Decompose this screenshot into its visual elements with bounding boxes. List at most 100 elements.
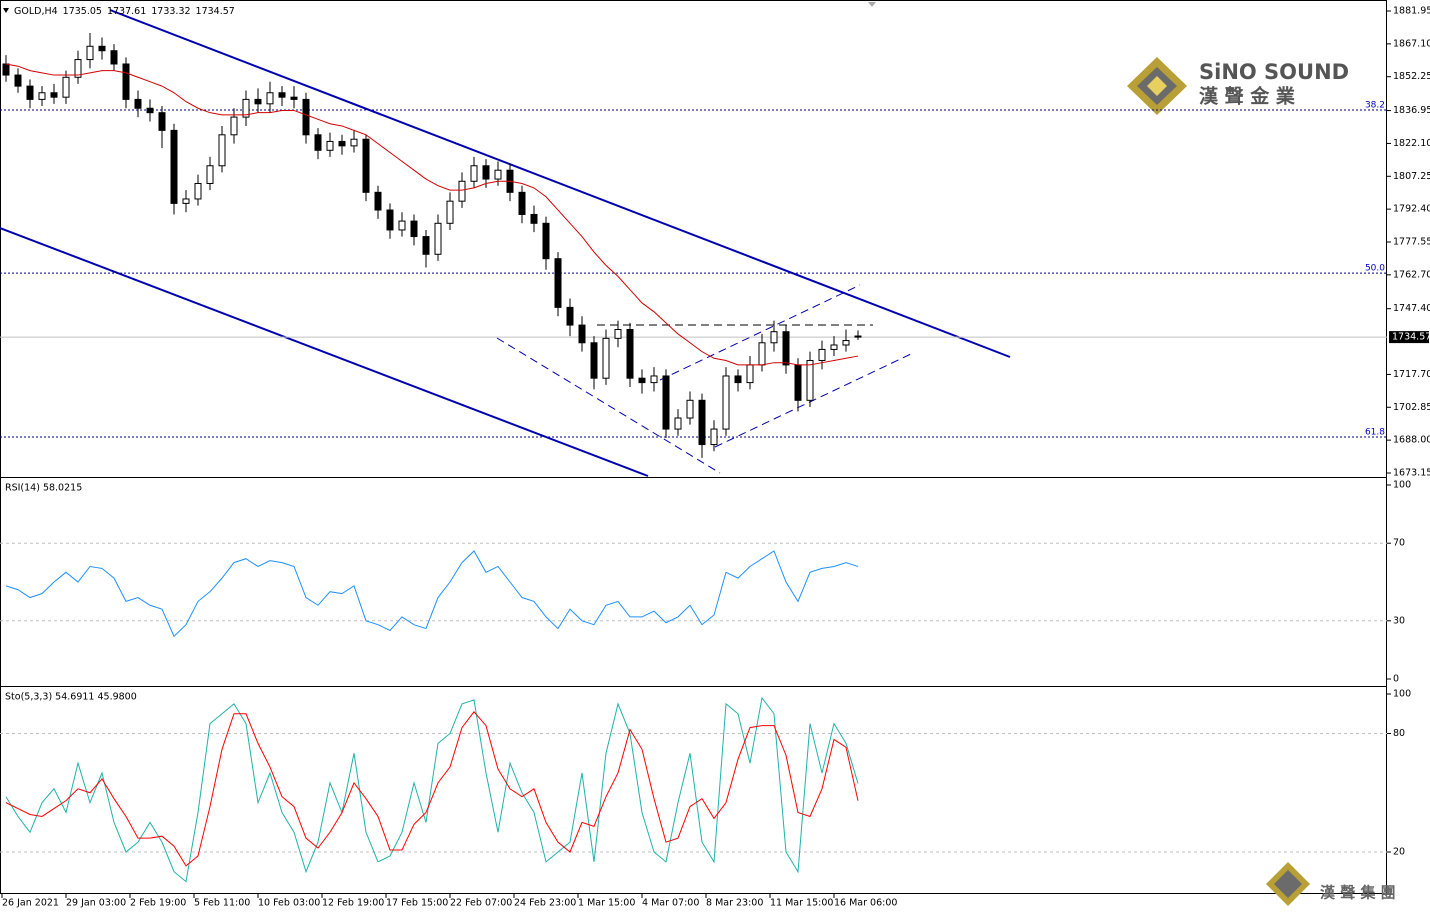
candle-body: [674, 417, 682, 430]
x-tick-label: 12 Feb 19:00: [322, 898, 384, 909]
trendline: [0, 227, 649, 477]
candle-body: [470, 165, 478, 182]
indicator-title: RSI(14) 58.0215: [5, 483, 82, 494]
candle-body: [206, 165, 214, 184]
candle-body: [554, 258, 562, 308]
y-tick-label: 1792.40: [1393, 204, 1430, 215]
level-label: 38.2: [1365, 101, 1385, 111]
y-tick-label: 1836.95: [1393, 105, 1430, 116]
x-tick-label: 8 Mar 23:00: [706, 898, 763, 909]
candle-body: [446, 200, 454, 224]
y-tick-label: 20: [1393, 847, 1405, 858]
y-tick-label: 1762.70: [1393, 269, 1430, 280]
x-tick-label: 10 Feb 03:00: [258, 898, 320, 909]
y-tick-label: 1688.00: [1393, 435, 1430, 446]
candle-body: [602, 337, 610, 379]
x-tick-label: 16 Mar 06:00: [834, 898, 897, 909]
y-tick-label: 1747.40: [1393, 303, 1430, 314]
candle-body: [98, 45, 106, 52]
candle-body: [614, 329, 622, 339]
y-tick-label: 1881.95: [1393, 6, 1430, 17]
candle-body: [266, 92, 274, 105]
y-tick-label: 1867.10: [1393, 38, 1430, 49]
candle-body: [770, 331, 778, 344]
y-tick-label: 100: [1393, 689, 1411, 700]
candle-body: [170, 129, 178, 204]
indicator-line: [5, 710, 859, 867]
candle-body: [14, 74, 22, 87]
candle-body: [398, 220, 406, 231]
candle-body: [122, 63, 130, 100]
y-tick-label: 70: [1393, 538, 1405, 549]
candle-body: [566, 306, 574, 326]
frame: [0, 0, 1387, 894]
candle-body: [26, 85, 34, 100]
candle-body: [350, 138, 358, 147]
indicator-title: Sto(5,3,3) 54.6911 45.9800: [5, 692, 137, 703]
candle-body: [422, 236, 430, 255]
ohlc-value: 1734.57: [196, 6, 235, 17]
x-tick-label: 5 Feb 11:00: [194, 898, 250, 909]
y-tick-label: 80: [1393, 728, 1405, 739]
candle-body: [218, 134, 226, 167]
y-tick-label: 1702.85: [1393, 402, 1430, 413]
shift-marker: [868, 2, 876, 7]
candle-body: [482, 165, 490, 180]
symbol: GOLD,H4: [14, 6, 58, 17]
indicator-line: [5, 550, 859, 638]
candle-body: [290, 96, 298, 100]
y-tick-label: 1673.15: [1393, 467, 1430, 478]
x-tick-label: 24 Feb 23:00: [514, 898, 576, 909]
x-tick-label: 1 Mar 15:00: [578, 898, 635, 909]
candle-body: [74, 59, 82, 78]
candle-body: [62, 76, 70, 98]
logo-mark: [1274, 870, 1302, 898]
logo-brand: SiNO SOUND: [1199, 60, 1349, 84]
candle-body: [110, 50, 118, 65]
candle-body: [434, 222, 442, 255]
candle-body: [530, 213, 538, 224]
candle-body: [662, 375, 670, 430]
logo-mark: [1147, 76, 1167, 96]
price-label-box: [1389, 331, 1429, 344]
candle-body: [626, 329, 634, 379]
annotations: [0, 2, 1011, 477]
candle-body: [314, 134, 322, 151]
candle-body: [806, 359, 814, 401]
ohlc-value: 1735.05: [63, 6, 102, 17]
candle-body: [338, 140, 346, 147]
price-label: 1734.57: [1392, 332, 1430, 343]
candle-body: [158, 112, 166, 131]
candle-body: [830, 344, 838, 350]
candle-body: [254, 98, 262, 105]
y-tick-label: 1852.25: [1393, 71, 1430, 82]
y-tick-label: 1777.55: [1393, 236, 1430, 247]
candle-body: [590, 342, 598, 379]
header-arrow: [3, 8, 9, 13]
moving-average: [5, 63, 859, 366]
wedge-line: [496, 337, 721, 474]
candle-body: [518, 191, 526, 215]
candle-body: [698, 399, 706, 446]
y-tick-label: 0: [1393, 673, 1399, 684]
candle-body: [578, 324, 586, 344]
logo-chinese: 漢 聲 金 業: [1199, 85, 1296, 108]
y-tick-label: 1807.25: [1393, 171, 1430, 182]
logo: SiNO SOUND 漢 聲 金 業 漢 聲 集 團: [1127, 57, 1396, 906]
candle-body: [134, 98, 142, 109]
candle-body: [494, 169, 502, 180]
candle-body: [38, 92, 46, 100]
candle-body: [542, 222, 550, 260]
level-label: 61.8: [1365, 428, 1385, 438]
trendline: [109, 9, 1011, 358]
candle-body: [842, 340, 850, 346]
x-tick-label: 26 Jan 2021: [2, 898, 59, 909]
candle-body: [722, 375, 730, 430]
x-tick-label: 29 Jan 03:00: [66, 898, 126, 909]
candle-body: [710, 428, 718, 446]
candle-body: [794, 364, 802, 401]
candle-body: [230, 116, 238, 136]
candle-body: [146, 107, 154, 114]
